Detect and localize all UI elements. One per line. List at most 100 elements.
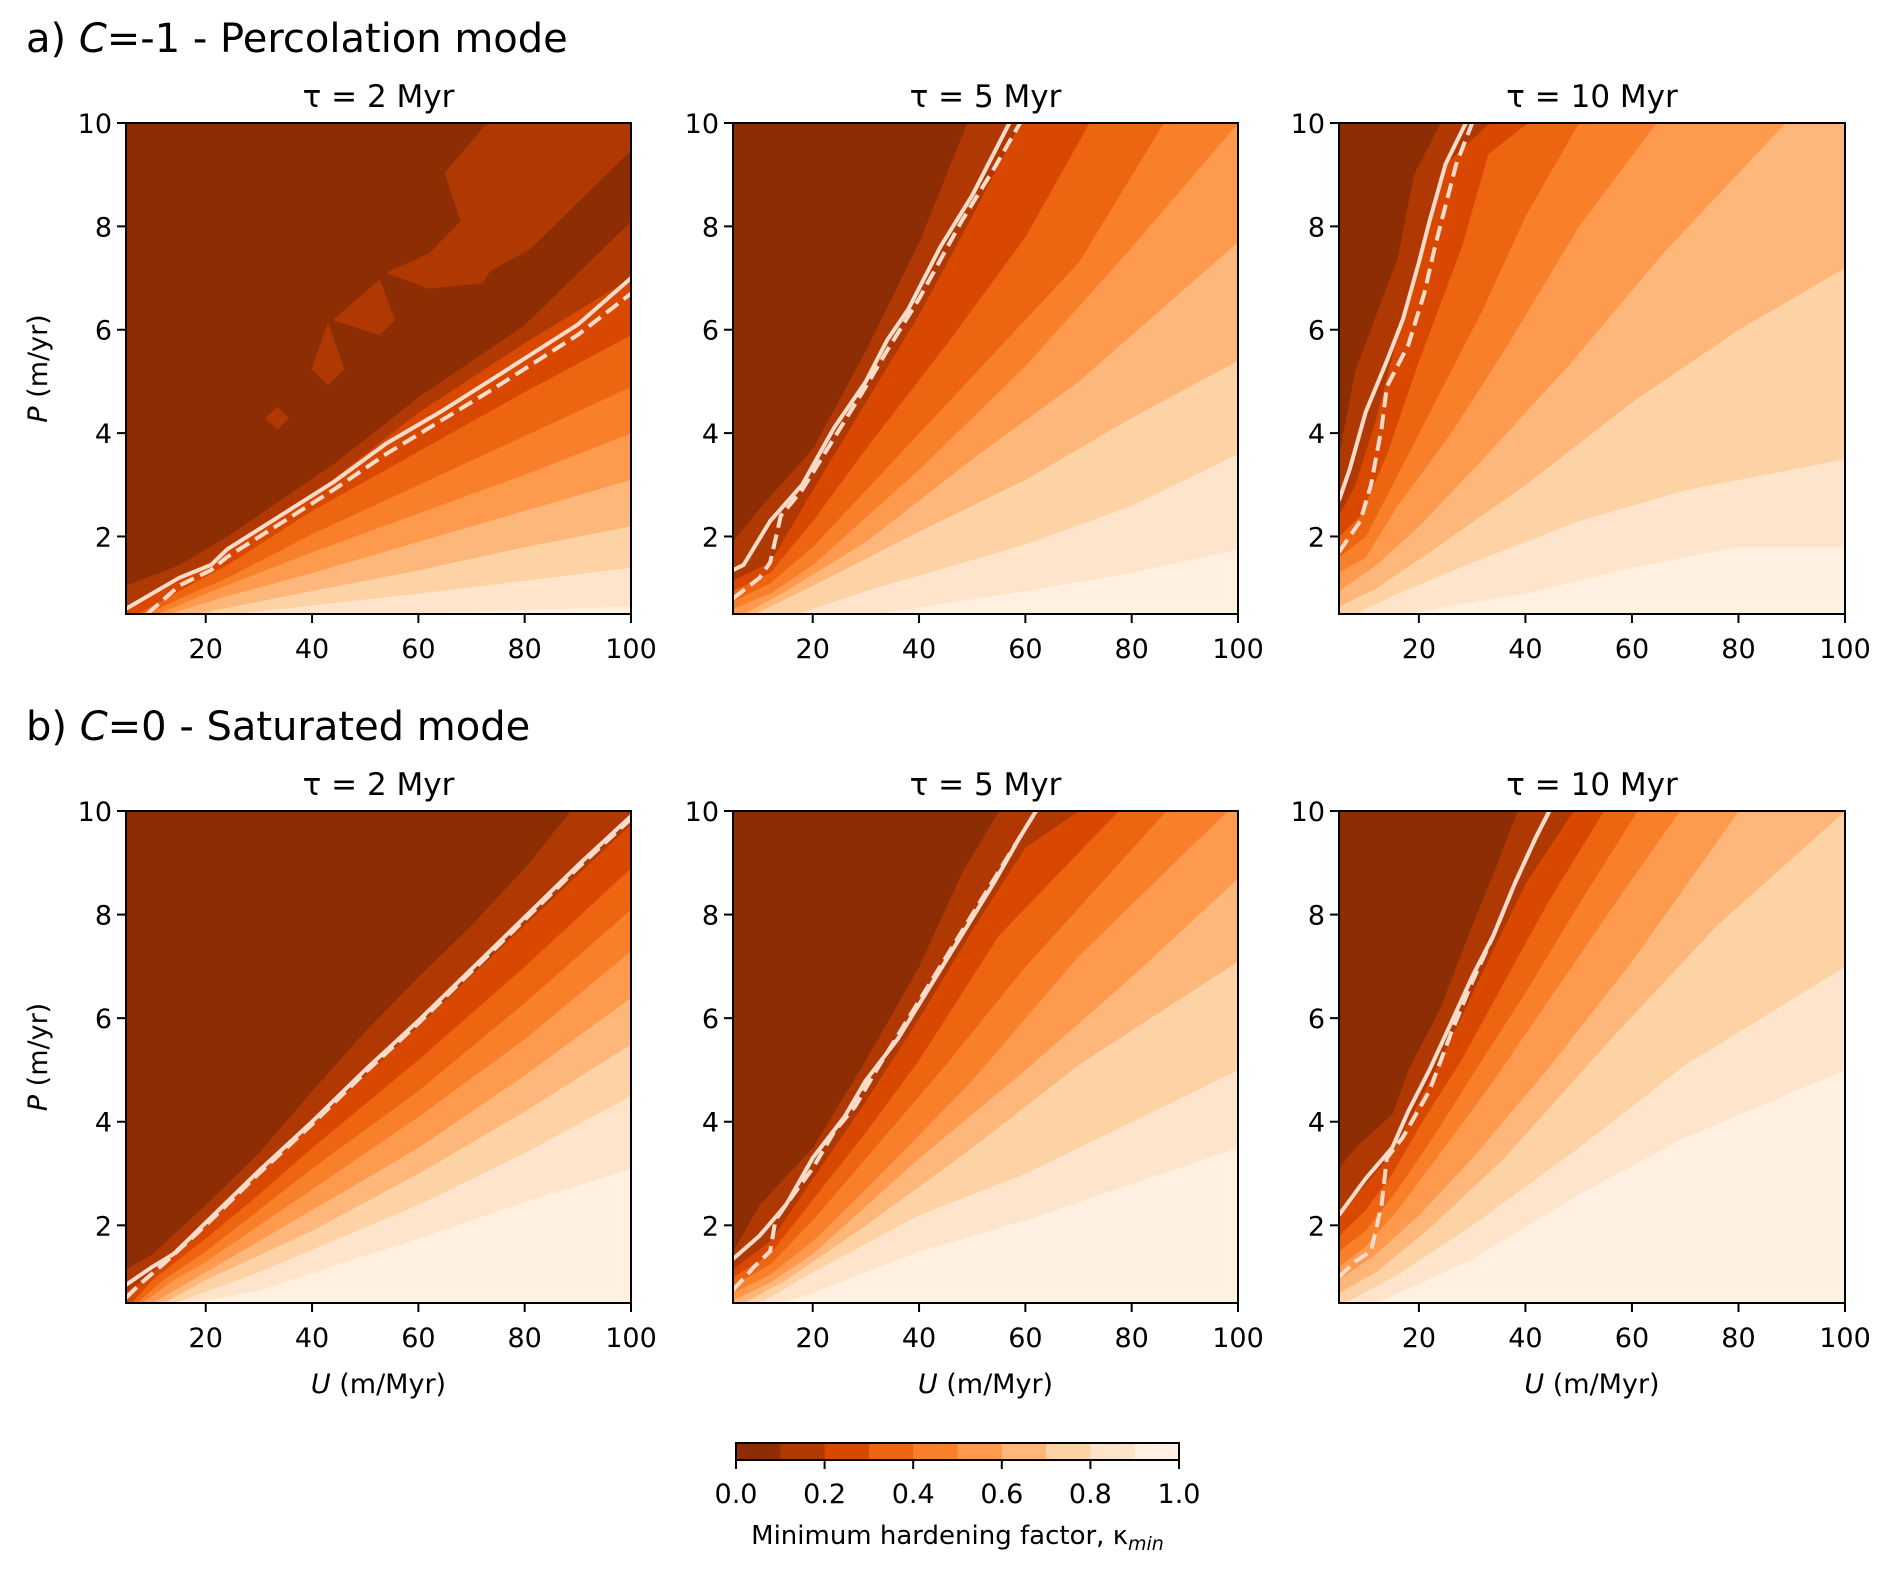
row-title: a) C=-1 - Percolation mode <box>26 16 568 62</box>
y-tick-label: 2 <box>95 1211 112 1242</box>
y-tick-label: 2 <box>702 522 719 553</box>
y-tick-label: 10 <box>685 797 719 828</box>
dashed-contour-line <box>126 817 631 1300</box>
colorbar-swatch <box>913 1443 958 1460</box>
axes-frame <box>1338 810 1846 1304</box>
x-tick-label: 20 <box>189 1323 223 1354</box>
contour-fill <box>1339 123 1845 614</box>
x-tick-label: 20 <box>1402 634 1436 665</box>
row-title-prefix: a) <box>26 16 79 62</box>
colorbar: 0.0 0.2 0.4 0.6 0.8 1.0 Minimum hardening fact… <box>715 1442 1201 1555</box>
y-axis-label: P (m/yr) <box>23 1003 54 1111</box>
colorbar-swatch <box>868 1443 914 1460</box>
x-tick-label: 40 <box>1508 1323 1542 1354</box>
colorbar-tick-label: 0.8 <box>1069 1479 1112 1510</box>
x-axis-label-unit: (m/Myr) <box>1544 1369 1659 1400</box>
x-tick-label: 40 <box>295 634 329 665</box>
x-tick-label: 60 <box>1008 1323 1042 1354</box>
x-tick-label: 20 <box>796 1323 830 1354</box>
colorbar-tick-label: 0.6 <box>980 1479 1023 1510</box>
y-axis-label-var: P <box>23 1094 54 1111</box>
y-tick-label: 4 <box>95 419 112 450</box>
x-tick-label: 100 <box>605 1323 657 1354</box>
dashed-contour-line <box>145 292 631 614</box>
y-tick-label: 2 <box>1308 1211 1325 1242</box>
panel-0-1: τ = 5 Myr 20 40 60 80 100 2 4 6 8 10 <box>685 79 1264 665</box>
y-tick-label: 10 <box>685 109 719 140</box>
panel-title: τ = 2 Myr <box>303 767 455 803</box>
colorbar-label-subscript: min <box>1128 1533 1164 1555</box>
colorbar-swatch <box>1046 1443 1091 1460</box>
y-axis-label-unit: (m/yr) <box>23 314 54 406</box>
colorbar-tick-label: 0.0 <box>715 1479 758 1510</box>
row-title-var: C <box>80 704 108 750</box>
solid-contour-line <box>1339 811 1552 1217</box>
x-tick-label: 20 <box>796 634 830 665</box>
x-tick-label: 40 <box>902 634 936 665</box>
x-tick-label: 20 <box>1402 1323 1436 1354</box>
x-tick-label: 100 <box>1212 1323 1264 1354</box>
axes-frame <box>732 122 1239 615</box>
x-axis-label-var: U <box>918 1369 938 1400</box>
contour-band-0 <box>1339 811 1518 1169</box>
contour-band-0 <box>126 811 571 1270</box>
x-tick-label: 60 <box>1615 634 1649 665</box>
contour-band-0 <box>1339 123 1441 455</box>
contour-band-0 <box>733 123 968 542</box>
x-tick-label: 60 <box>1615 1323 1649 1354</box>
y-tick-label: 10 <box>78 109 112 140</box>
y-tick-label: 4 <box>702 419 719 450</box>
y-axis-label-var: P <box>23 406 54 423</box>
x-axis-label-unit: (m/Myr) <box>331 1369 446 1400</box>
colorbar-label-text: Minimum hardening factor, κ <box>751 1521 1128 1551</box>
contour-fill <box>1339 811 1845 1303</box>
x-tick-label: 100 <box>1819 634 1871 665</box>
x-tick-label: 40 <box>902 1323 936 1354</box>
panel-1-1: τ = 5 Myr 20 40 60 80 100 2 4 6 8 10 U (m/Myr) <box>685 767 1264 1400</box>
colorbar-label: Minimum hardening factor, κmin <box>751 1521 1164 1555</box>
x-axis-label-var: U <box>1524 1369 1544 1400</box>
x-tick-label: 80 <box>1721 634 1755 665</box>
colorbar-tick-label: 0.4 <box>892 1479 935 1510</box>
y-tick-label: 4 <box>702 1108 719 1139</box>
y-tick-label: 6 <box>95 316 112 347</box>
row-title-suffix: =0 - Saturated mode <box>108 704 531 750</box>
y-tick-label: 10 <box>1291 797 1325 828</box>
axes-frame <box>125 810 632 1304</box>
x-tick-label: 80 <box>1721 1323 1755 1354</box>
x-tick-label: 80 <box>508 1323 542 1354</box>
x-tick-label: 80 <box>508 634 542 665</box>
row-title: b) C=0 - Saturated mode <box>26 704 530 750</box>
x-tick-label: 60 <box>1008 634 1042 665</box>
solid-contour-line <box>733 123 1012 572</box>
axes-frame <box>125 122 632 615</box>
row-title-prefix: b) <box>26 704 80 750</box>
y-tick-label: 10 <box>1291 109 1325 140</box>
panel-title: τ = 2 Myr <box>303 79 455 115</box>
y-tick-label: 8 <box>95 212 112 243</box>
y-tick-label: 2 <box>1308 522 1325 553</box>
contour-fill <box>733 123 1238 614</box>
contour-fill <box>733 811 1238 1303</box>
colorbar-tick-label: 1.0 <box>1158 1479 1201 1510</box>
y-tick-label: 2 <box>95 522 112 553</box>
y-tick-label: 8 <box>95 901 112 932</box>
solid-contour-line <box>1339 123 1468 501</box>
contour-band-0 <box>733 811 1000 1252</box>
y-axis-label-unit: (m/yr) <box>23 1003 54 1095</box>
contour-fill <box>126 123 631 614</box>
y-tick-label: 6 <box>1308 316 1325 347</box>
y-tick-label: 8 <box>702 901 719 932</box>
y-tick-label: 6 <box>702 1004 719 1035</box>
y-tick-label: 4 <box>1308 419 1325 450</box>
panel-title: τ = 10 Myr <box>1506 767 1678 803</box>
x-axis-label: U (m/Myr) <box>1524 1369 1659 1400</box>
y-tick-label: 10 <box>78 797 112 828</box>
x-axis-label-var: U <box>311 1369 331 1400</box>
panel-title: τ = 5 Myr <box>910 767 1062 803</box>
panel-1-0: τ = 2 Myr 20 40 60 80 100 2 4 6 8 10 P (m/yr) U (m/M… <box>23 767 657 1400</box>
row-0: a) C=-1 - Percolation mode τ = 2 Myr 20 40 6… <box>23 16 1871 665</box>
contour-island <box>311 322 345 386</box>
x-tick-label: 100 <box>1819 1323 1871 1354</box>
